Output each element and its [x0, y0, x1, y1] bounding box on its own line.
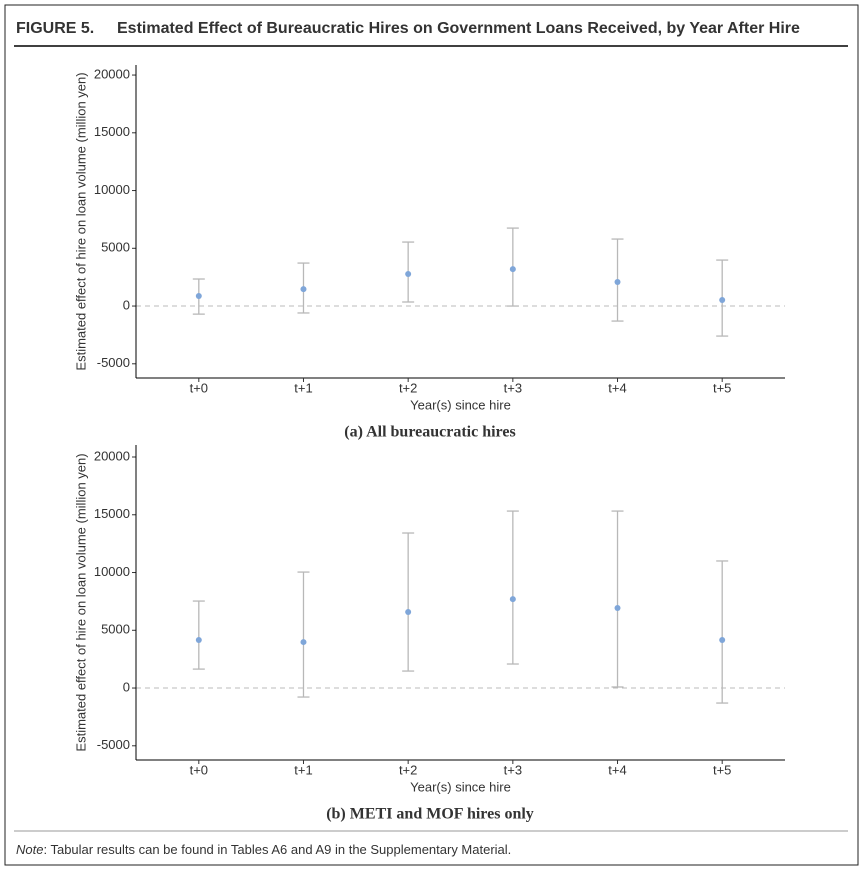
x-axis-title: Year(s) since hire [410, 779, 511, 794]
x-tick-label: t+5 [713, 762, 731, 777]
y-axis-title: Estimated effect of hire on loan volume … [73, 453, 88, 751]
figure-label: FIGURE 5. [16, 20, 94, 37]
y-tick-label: 0 [123, 679, 130, 694]
y-tick-label: 10000 [94, 564, 130, 579]
y-tick-label: 0 [123, 297, 130, 312]
x-tick-label: t+3 [504, 380, 522, 395]
x-tick-label: t+3 [504, 762, 522, 777]
point [509, 266, 516, 273]
y-tick-label: 20000 [94, 66, 130, 81]
x-tick-label: t+1 [294, 380, 312, 395]
figure-title: Estimated Effect of Bureaucratic Hires o… [117, 20, 800, 37]
point [405, 271, 412, 278]
y-tick-label: 5000 [101, 622, 130, 637]
y-tick-label: 15000 [94, 506, 130, 521]
y-tick-label: 15000 [94, 124, 130, 139]
point [719, 297, 726, 304]
point [300, 639, 307, 646]
point [405, 609, 412, 616]
y-tick-label: -5000 [97, 737, 130, 752]
y-tick-label: 20000 [94, 448, 130, 463]
x-tick-label: t+2 [399, 380, 417, 395]
y-tick-label: 10000 [94, 182, 130, 197]
y-tick-label: 5000 [101, 240, 130, 255]
x-tick-label: t+1 [294, 762, 312, 777]
x-tick-label: t+5 [713, 380, 731, 395]
frame [4, 4, 859, 866]
point [300, 286, 307, 293]
x-tick-label: t+2 [399, 762, 417, 777]
note: Note: Tabular results can be found in Ta… [16, 842, 511, 857]
point [614, 279, 621, 286]
point [195, 636, 202, 643]
x-tick-label: t+4 [608, 762, 626, 777]
point [195, 292, 202, 299]
point [509, 596, 516, 603]
x-tick-label: t+0 [190, 762, 208, 777]
panel-caption: (b) METI and MOF hires only [326, 806, 534, 823]
x-tick-label: t+0 [190, 380, 208, 395]
x-tick-label: t+4 [608, 380, 626, 395]
note-label: Note [16, 842, 43, 857]
y-axis-title: Estimated effect of hire on loan volume … [73, 72, 88, 370]
y-tick-label: -5000 [97, 355, 130, 370]
x-axis-title: Year(s) since hire [410, 397, 511, 412]
point [719, 636, 726, 643]
point [614, 604, 621, 611]
note-text: : Tabular results can be found in Tables… [43, 842, 511, 857]
panel-caption: (a) All bureaucratic hires [344, 424, 515, 441]
